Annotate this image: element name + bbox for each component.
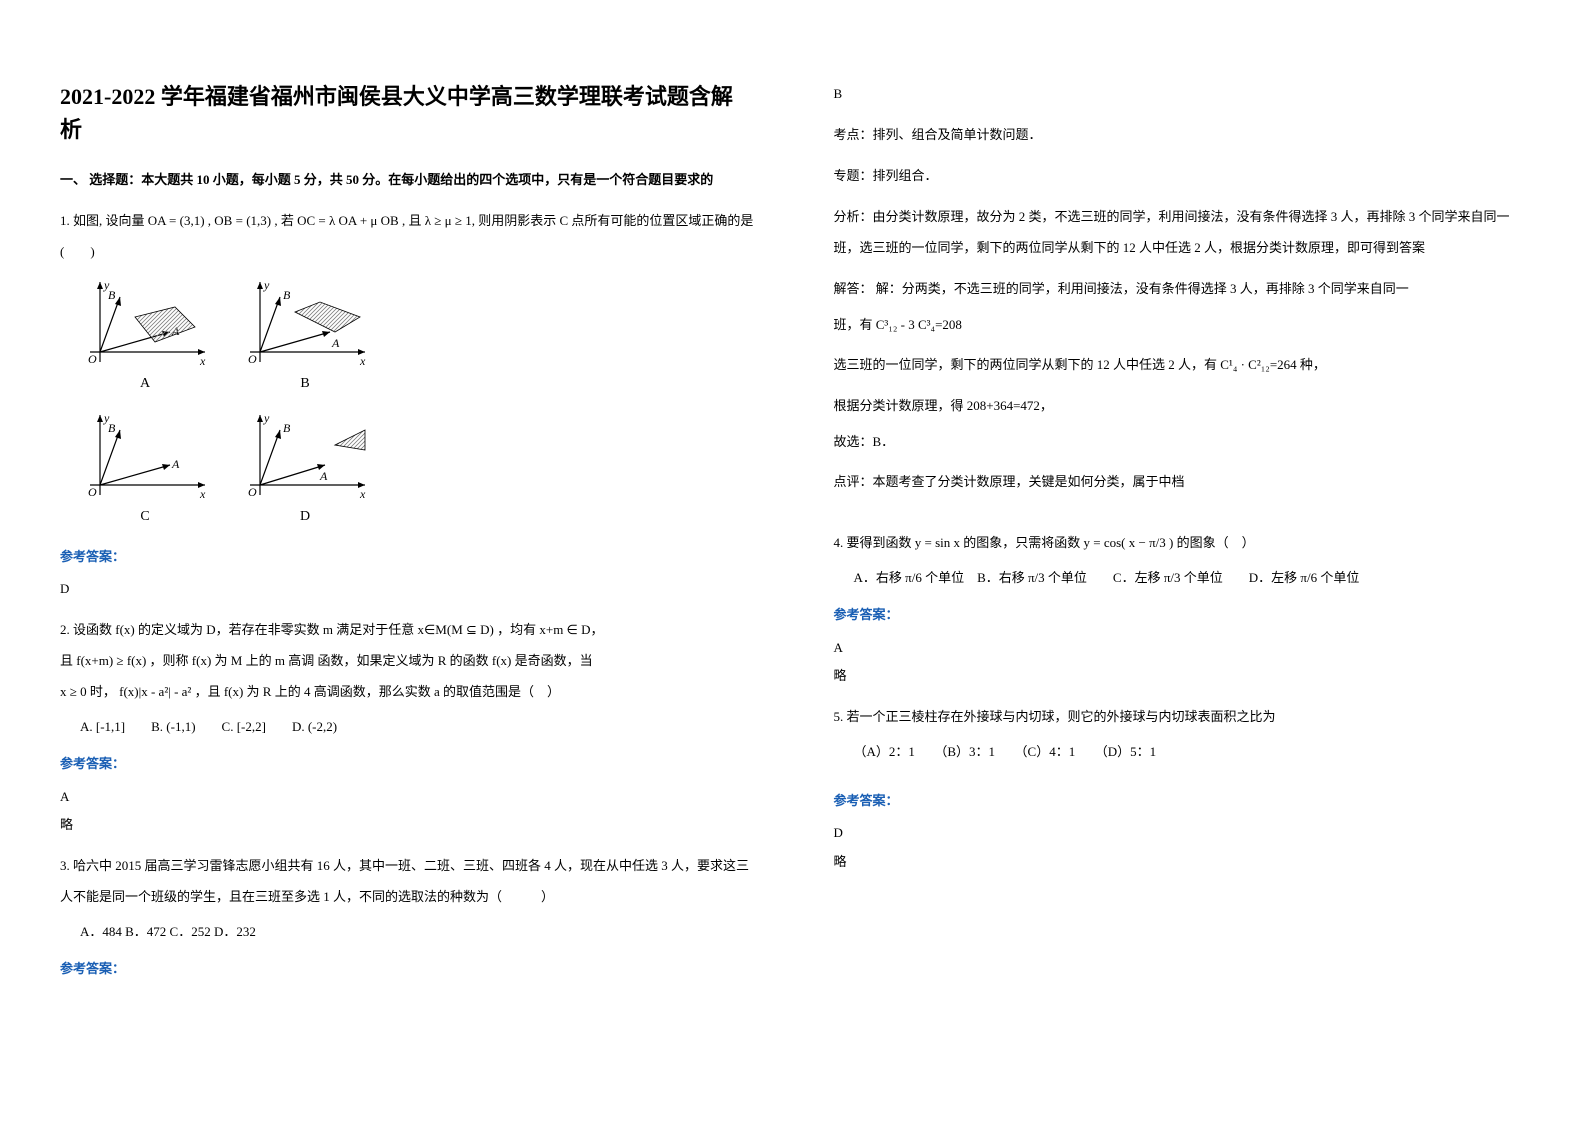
figure-C-label: C bbox=[140, 502, 149, 533]
svg-text:A: A bbox=[319, 469, 328, 483]
q5-options: （A）2：1 （B）3：1 （C）4：1 （D）5：1 bbox=[854, 738, 1528, 767]
question-4: 4. 要得到函数 y = sin x 的图象，只需将函数 y = cos( x … bbox=[834, 527, 1528, 558]
q3-options: A．484 B．472 C．252 D．232 bbox=[80, 918, 754, 947]
figure-B-svg: O x y A B bbox=[240, 277, 370, 367]
q2-answer: A bbox=[60, 783, 754, 812]
exam-title: 2021-2022 学年福建省福州市闽侯县大义中学高三数学理联考试题含解析 bbox=[60, 80, 754, 146]
fenxi: 分析：由分类计数原理，故分为 2 类，不选三班的同学，利用间接法，没有条件得选择… bbox=[834, 201, 1528, 263]
question-1: 1. 如图, 设向量 OA = (3,1) , OB = (1,3) , 若 O… bbox=[60, 205, 754, 267]
dianping: 点评：本题考查了分类计数原理，关键是如何分类，属于中档 bbox=[834, 466, 1528, 497]
question-3: 3. 哈六中 2015 届高三学习雷锋志愿小组共有 16 人，其中一班、二班、三… bbox=[60, 850, 754, 912]
q3-answer: B bbox=[834, 80, 1528, 109]
figure-D: O x y A B D bbox=[240, 410, 370, 533]
question-2: 2. 设函数 f(x) 的定义域为 D，若存在非零实数 m 满足对于任意 x∈M… bbox=[60, 614, 754, 708]
q2-extra: 略 bbox=[60, 811, 754, 840]
answer-label-3: 参考答案： bbox=[60, 955, 754, 984]
answer-label-5: 参考答案： bbox=[834, 787, 1528, 816]
svg-text:B: B bbox=[283, 288, 291, 302]
figure-C-svg: O x y A B bbox=[80, 410, 210, 500]
svg-text:O: O bbox=[248, 352, 257, 366]
q4-answer: A bbox=[834, 634, 1528, 663]
figure-C: O x y A B C bbox=[80, 410, 210, 533]
svg-text:x: x bbox=[199, 487, 206, 500]
figure-row-2: O x y A B C bbox=[80, 410, 754, 533]
answer-label-2: 参考答案： bbox=[60, 750, 754, 779]
svg-text:O: O bbox=[88, 485, 97, 499]
svg-text:A: A bbox=[331, 336, 340, 350]
svg-text:y: y bbox=[263, 278, 270, 292]
svg-text:O: O bbox=[248, 485, 257, 499]
jieda-1: 解答： 解：分两类，不选三班的同学，利用间接法，没有条件得选择 3 人，再排除 … bbox=[834, 273, 1528, 304]
svg-text:y: y bbox=[263, 411, 270, 425]
svg-text:x: x bbox=[199, 354, 206, 367]
q4-extra: 略 bbox=[834, 662, 1528, 691]
jieda-2: 班，有 C³₁₂ - 3 C³₄=208 bbox=[834, 311, 1528, 340]
answer-label-4: 参考答案： bbox=[834, 601, 1528, 630]
figure-A-label: A bbox=[140, 369, 150, 400]
figure-B-label: B bbox=[300, 369, 309, 400]
svg-text:x: x bbox=[359, 354, 366, 367]
svg-text:x: x bbox=[359, 487, 366, 500]
figure-row-1: O x y A B A bbox=[80, 277, 754, 400]
section-1-header: 一、 选择题：本大题共 10 小题，每小题 5 分，共 50 分。在每小题给出的… bbox=[60, 166, 754, 195]
answer-label-1: 参考答案： bbox=[60, 543, 754, 572]
figure-D-label: D bbox=[300, 502, 310, 533]
jieda-3: 选三班的一位同学，剩下的两位同学从剩下的 12 人中任选 2 人，有 C¹₄ ·… bbox=[834, 349, 1528, 380]
svg-text:O: O bbox=[88, 352, 97, 366]
q4-options: A．右移 π/6 个单位 B．右移 π/3 个单位 C．左移 π/3 个单位 D… bbox=[854, 564, 1528, 593]
svg-text:B: B bbox=[283, 421, 291, 435]
q2-options: A. [-1,1] B. (-1,1) C. [-2,2] D. (-2,2) bbox=[80, 713, 754, 742]
jieda-5: 故选：B． bbox=[834, 428, 1528, 457]
q2-line1: 2. 设函数 f(x) 的定义域为 D，若存在非零实数 m 满足对于任意 x∈M… bbox=[60, 614, 754, 645]
q1-answer: D bbox=[60, 575, 754, 604]
svg-text:A: A bbox=[171, 457, 180, 471]
q2-line3: x ≥ 0 时， f(x)|x - a²| - a² ，且 f(x) 为 R 上… bbox=[60, 676, 754, 707]
figure-A-svg: O x y A B bbox=[80, 277, 210, 367]
question-5: 5. 若一个正三棱柱存在外接球与内切球，则它的外接球与内切球表面积之比为 bbox=[834, 701, 1528, 732]
zhuanti: 专题：排列组合． bbox=[834, 160, 1528, 191]
svg-text:B: B bbox=[108, 421, 116, 435]
q5-answer: D bbox=[834, 819, 1528, 848]
figure-B: O x y A B B bbox=[240, 277, 370, 400]
figure-A: O x y A B A bbox=[80, 277, 210, 400]
figure-D-svg: O x y A B bbox=[240, 410, 370, 500]
svg-text:B: B bbox=[108, 288, 116, 302]
q5-extra: 略 bbox=[834, 848, 1528, 877]
kaodian: 考点：排列、组合及简单计数问题． bbox=[834, 119, 1528, 150]
q2-line2: 且 f(x+m) ≥ f(x) ，则称 f(x) 为 M 上的 m 高调 函数，… bbox=[60, 645, 754, 676]
jieda-4: 根据分类计数原理，得 208+364=472， bbox=[834, 390, 1528, 421]
